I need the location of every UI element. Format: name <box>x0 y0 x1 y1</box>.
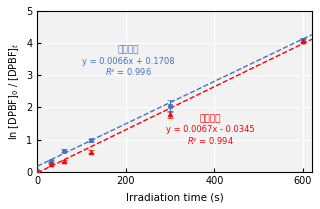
Y-axis label: ln [DPBF]$_0$ / [DPBF]$_t$: ln [DPBF]$_0$ / [DPBF]$_t$ <box>7 42 21 140</box>
Text: $R$² = 0.996: $R$² = 0.996 <box>105 66 152 77</box>
Text: y = 0.0067x - 0.0345: y = 0.0067x - 0.0345 <box>166 125 254 134</box>
Text: 作成直後: 作成直後 <box>199 114 221 123</box>
X-axis label: Irradiation time (s): Irradiation time (s) <box>126 192 224 202</box>
Text: $R$² = 0.994: $R$² = 0.994 <box>187 135 234 146</box>
Text: ６ヵ月後: ６ヵ月後 <box>117 45 139 54</box>
Text: y = 0.0066x + 0.1708: y = 0.0066x + 0.1708 <box>82 57 174 66</box>
